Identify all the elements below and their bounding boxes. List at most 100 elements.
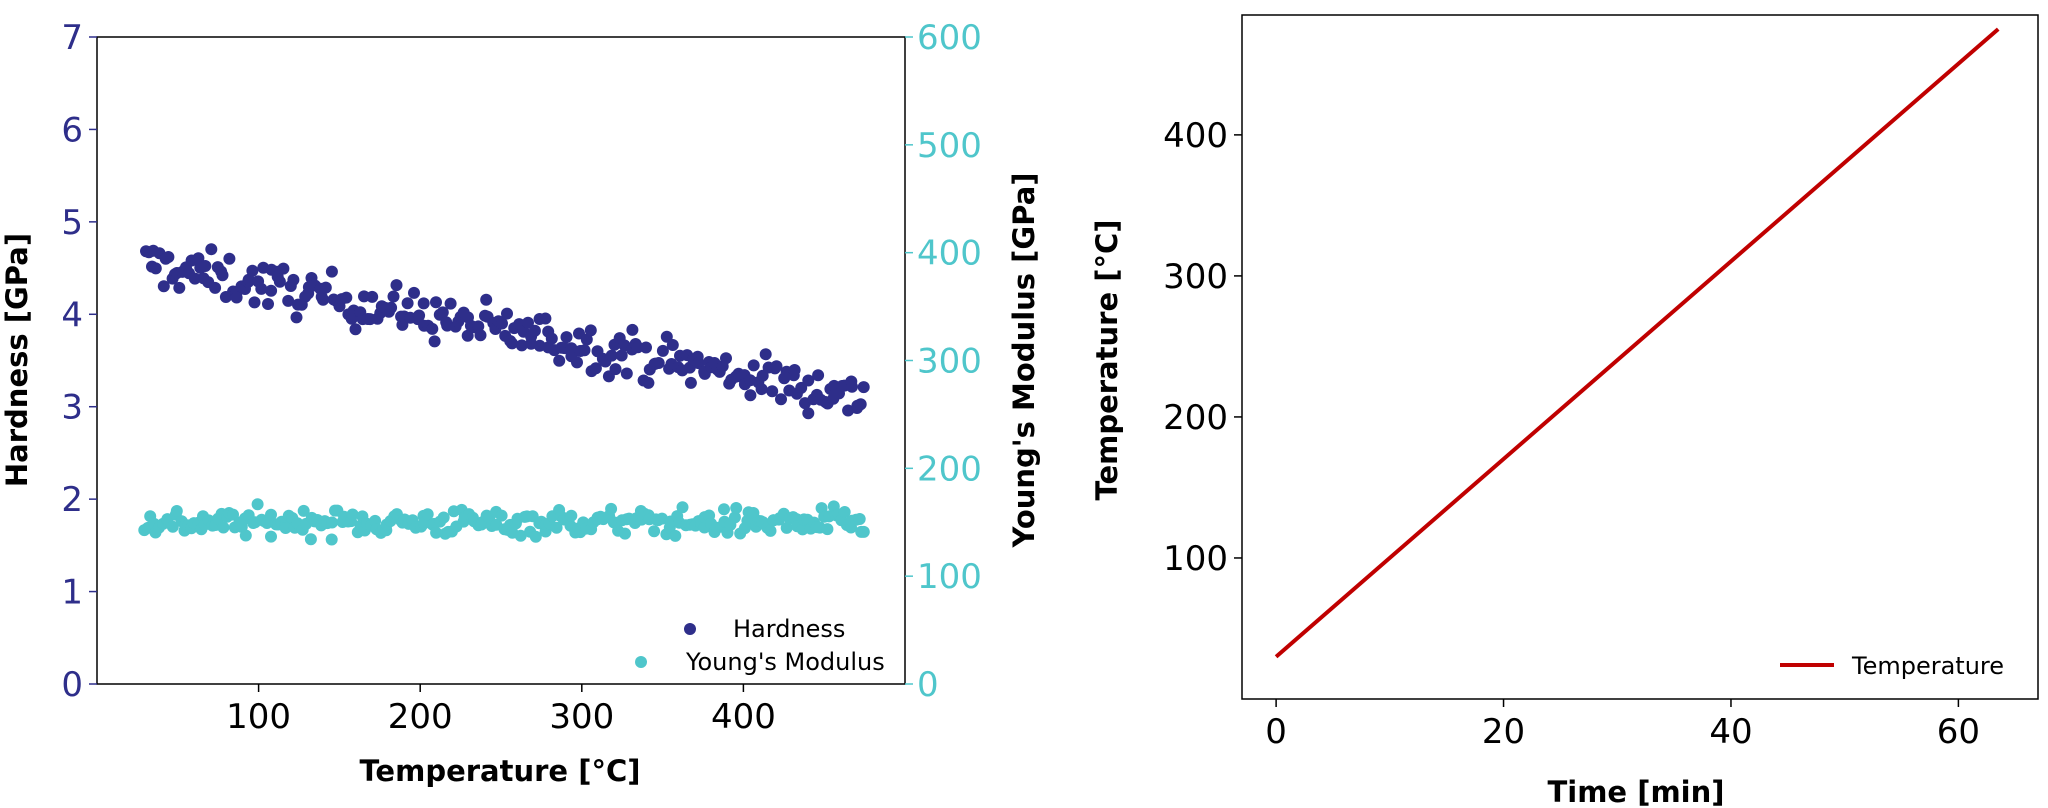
hardness-point (385, 301, 398, 314)
modulus-tick-label: 200 (917, 449, 982, 489)
x-tick-label: 300 (549, 697, 614, 737)
modulus-point (265, 508, 277, 521)
hardness-point (857, 381, 870, 394)
modulus-point (251, 498, 264, 511)
hardness-point (282, 294, 295, 307)
hardness-point (553, 354, 566, 367)
hardness-point (287, 273, 300, 286)
hardness-point (262, 298, 274, 310)
y-tick-label: 400 (1163, 116, 1228, 156)
right-plot-frame (1241, 14, 2039, 700)
hardness-point (571, 356, 583, 369)
modulus-point (605, 502, 618, 515)
modulus-point (669, 529, 682, 542)
modulus-point (676, 501, 689, 514)
legend-label-modulus: Young's Modulus (685, 648, 885, 676)
modulus-tick-label: 600 (917, 18, 982, 58)
hardness-point (642, 376, 655, 389)
modulus-point (565, 509, 578, 522)
hardness-point (652, 357, 665, 369)
hardness-tick-label: 7 (61, 18, 83, 58)
modulus-point (421, 508, 434, 521)
modulus-point (437, 511, 450, 524)
right-y-ticks: 100 200 300 400 (1163, 116, 1242, 579)
hardness-point (444, 297, 457, 310)
hardness-point (209, 281, 222, 294)
hardness-tick-label: 6 (61, 110, 83, 150)
hardness-point (626, 323, 639, 336)
right-y-axis-label: Young's Modulus [GPa] (1007, 172, 1041, 548)
modulus-point (838, 506, 851, 518)
hardness-point (755, 383, 768, 396)
hardness-point (515, 339, 528, 352)
modulus-point (718, 503, 730, 516)
modulus-tick-label: 500 (917, 126, 982, 166)
left-y-ticks-hardness: 0 1 2 3 4 5 6 7 (61, 18, 97, 705)
hardness-point (775, 393, 787, 406)
modulus-point (550, 521, 563, 534)
hardness-point (340, 291, 353, 304)
modulus-point (166, 520, 179, 533)
hardness-point (684, 376, 697, 389)
hardness-point (766, 385, 779, 398)
hardness-point (157, 280, 170, 293)
hardness-point (277, 262, 290, 275)
hardness-point (387, 290, 400, 303)
left-legend: Hardness Young's Modulus (635, 615, 885, 676)
hardness-point (812, 369, 825, 382)
modulus-point (764, 524, 777, 537)
x-tick-label: 100 (226, 697, 291, 737)
hardness-point (230, 291, 243, 304)
hardness-point (788, 364, 801, 376)
modulus-point (619, 527, 631, 540)
x-tick-label: 40 (1709, 712, 1752, 752)
hardness-point (589, 362, 602, 375)
right-legend: Temperature (1780, 652, 2004, 680)
hardness-point (584, 324, 597, 337)
legend-label-hardness: Hardness (733, 615, 845, 643)
hardness-point (666, 339, 679, 351)
hardness-point (660, 330, 673, 343)
modulus-point (853, 513, 866, 525)
hardness-point (496, 317, 508, 330)
modulus-tick-label: 400 (917, 234, 982, 274)
modulus-point (728, 511, 741, 524)
legend-marker-modulus (635, 656, 647, 668)
modulus-point (279, 522, 292, 534)
modulus-point (239, 529, 252, 542)
hardness-point (802, 374, 815, 387)
modulus-point (730, 502, 743, 514)
hardness-point (366, 290, 379, 303)
hardness-point (578, 344, 591, 357)
hardness-point (319, 281, 332, 294)
x-tick-label: 200 (388, 697, 453, 737)
hardness-modulus-chart: 100 200 300 400 0 1 2 3 4 5 6 7 0 100 200 300 400 500 60… (0, 18, 1041, 788)
hardness-point (501, 307, 513, 320)
hardness-point (428, 335, 441, 348)
hardness-point (205, 243, 218, 256)
left-x-ticks: 100 200 300 400 (226, 684, 776, 737)
hardness-point (539, 312, 552, 325)
hardness-point (692, 357, 705, 370)
modulus-point (529, 530, 542, 543)
modulus-point (346, 508, 359, 521)
hardness-point (417, 297, 430, 310)
modulus-point (217, 521, 230, 534)
left-x-axis-label: Temperature [°C] (360, 754, 641, 788)
hardness-point (162, 251, 175, 263)
modulus-point (325, 533, 338, 546)
right-y-axis-label: Temperature [°C] (1090, 220, 1124, 501)
y-tick-label: 200 (1163, 398, 1228, 438)
hardness-point (401, 297, 414, 310)
modulus-point (265, 530, 277, 543)
modulus-tick-label: 0 (917, 665, 939, 705)
hardness-point (349, 323, 362, 336)
hardness-point (560, 331, 573, 344)
x-tick-label: 0 (1265, 712, 1287, 752)
hardness-point (149, 262, 162, 275)
hardness-point (609, 363, 622, 376)
hardness-point (795, 381, 808, 394)
hardness-point (248, 296, 261, 309)
hardness-point (325, 265, 338, 278)
